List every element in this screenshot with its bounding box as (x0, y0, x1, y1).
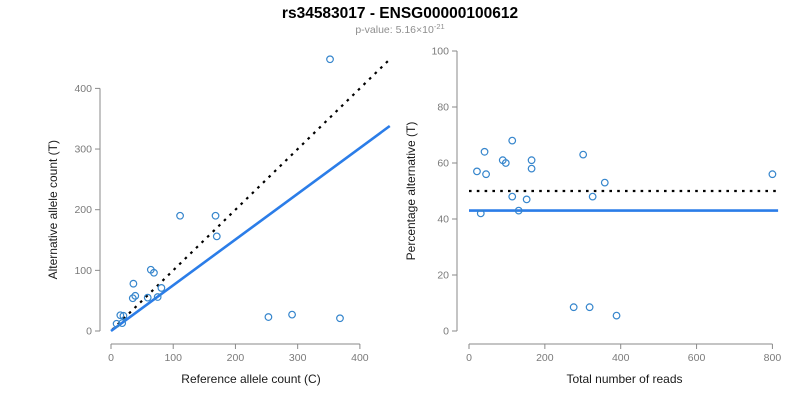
x-tick-label: 800 (764, 352, 782, 364)
y-axis-label: Percentage alternative (T) (405, 122, 418, 261)
data-point (768, 170, 777, 179)
data-point (131, 291, 140, 300)
data-point (480, 147, 489, 156)
data-point (176, 211, 184, 220)
figure-subtitle: p-value: 5.16×10-21 (0, 22, 800, 36)
x-axis-label: Total number of reads (566, 372, 682, 386)
data-point (143, 293, 152, 302)
y-tick-label: 40 (437, 214, 449, 226)
x-tick-label: 0 (466, 352, 472, 364)
y-tick-label: 400 (74, 83, 92, 95)
data-point (588, 192, 597, 201)
data-point (212, 232, 221, 241)
x-tick-label: 400 (612, 352, 630, 364)
data-point (522, 195, 531, 204)
figure-title: rs34583017 - ENSG00000100612 (281, 5, 519, 22)
data-point (129, 279, 138, 288)
y-tick-label: 60 (437, 158, 449, 170)
data-point (112, 319, 121, 328)
data-point (326, 55, 334, 64)
y-tick-label: 0 (86, 326, 92, 338)
data-point (473, 167, 481, 176)
data-point (527, 164, 536, 173)
y-tick-label: 0 (443, 326, 449, 338)
data-point (482, 170, 490, 179)
y-tick-label: 20 (437, 270, 449, 282)
x-tick-label: 0 (108, 352, 114, 364)
left-scatter-plot: 0 100 200 300 400 0 100 200 300 400 Reference alle… (46, 55, 391, 386)
data-point (336, 314, 344, 323)
data-point (585, 303, 594, 312)
right-scatter-plot: 0 20 40 60 80 100 0 200 400 600 800 Total number of… (405, 46, 782, 387)
data-point (508, 192, 517, 201)
data-point (288, 310, 296, 319)
fitted-43pct-line (110, 124, 391, 333)
x-axis-label: Reference allele count (C) (181, 372, 320, 386)
x-tick-label: 100 (164, 352, 182, 364)
data-point (119, 311, 128, 320)
data-point (501, 159, 510, 167)
y-tick-label: 100 (431, 46, 449, 58)
data-point (527, 156, 536, 165)
data-point (514, 206, 523, 215)
data-point (128, 294, 137, 303)
y-tick-label: 300 (74, 144, 92, 156)
x-tick-label: 300 (289, 352, 307, 364)
data-point (116, 311, 125, 320)
data-point (264, 313, 273, 321)
data-point (153, 293, 162, 301)
x-tick-label: 200 (536, 352, 554, 364)
data-point (612, 311, 621, 320)
y-tick-label: 100 (74, 265, 92, 277)
x-tick-label: 400 (351, 352, 369, 364)
expected-50pct-line (111, 58, 391, 331)
p-value-exponent: -21 (433, 22, 445, 31)
y-tick-label: 80 (437, 102, 449, 114)
y-tick-label: 200 (74, 204, 92, 216)
data-point (150, 268, 158, 277)
data-point (476, 209, 485, 218)
p-value-text: p-value: 5.16×10 (355, 24, 434, 36)
data-point (579, 150, 588, 159)
data-point (211, 211, 220, 220)
y-axis-label: Alternative allele count (T) (46, 140, 60, 279)
data-point (508, 136, 517, 145)
data-point (157, 284, 166, 292)
data-point (569, 303, 578, 312)
data-point (118, 319, 127, 328)
x-tick-label: 600 (688, 352, 706, 364)
x-tick-label: 200 (227, 352, 245, 364)
data-point (600, 178, 609, 187)
